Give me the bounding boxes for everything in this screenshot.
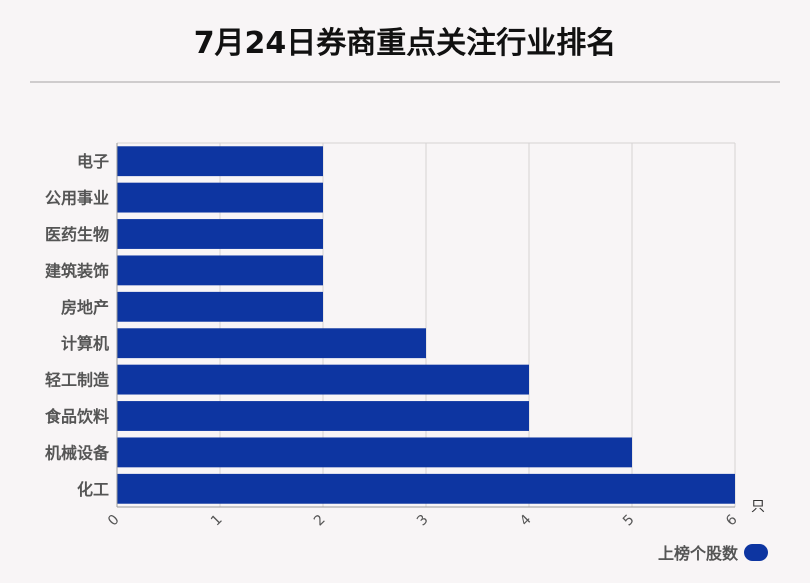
bar bbox=[117, 219, 323, 249]
category-label: 电子 bbox=[77, 152, 109, 171]
bar bbox=[117, 328, 426, 359]
x-tick-label: 4 bbox=[517, 512, 535, 530]
bar bbox=[117, 473, 735, 504]
x-tick-label: 6 bbox=[723, 512, 741, 530]
legend-label: 上榜个股数 bbox=[657, 544, 738, 563]
category-label: 房地产 bbox=[61, 298, 109, 317]
category-label: 轻工制造 bbox=[45, 371, 110, 390]
title-divider bbox=[30, 81, 780, 83]
legend: 上榜个股数 bbox=[658, 540, 768, 564]
category-label: 公用事业 bbox=[45, 189, 109, 208]
x-tick-label: 3 bbox=[414, 512, 432, 530]
chart-title: 7月24日券商重点关注行业排名 bbox=[193, 26, 617, 61]
x-tick-label: 5 bbox=[620, 512, 638, 530]
category-label: 机械设备 bbox=[45, 443, 110, 462]
bar bbox=[117, 291, 323, 322]
x-unit-label: 只 bbox=[751, 499, 765, 515]
category-label: 医药生物 bbox=[45, 225, 109, 244]
x-tick-label: 1 bbox=[208, 512, 226, 530]
bar bbox=[117, 364, 529, 395]
category-label: 食品饮料 bbox=[44, 407, 109, 426]
category-label: 化工 bbox=[77, 480, 109, 499]
bar bbox=[117, 401, 529, 431]
bar bbox=[117, 437, 632, 468]
x-tick-label: 0 bbox=[105, 512, 123, 530]
x-tick-label: 2 bbox=[311, 512, 329, 530]
bar bbox=[117, 146, 323, 177]
legend-swatch bbox=[744, 543, 768, 561]
category-label: 计算机 bbox=[61, 334, 109, 353]
bar bbox=[117, 182, 323, 213]
category-label: 建筑装饰 bbox=[45, 261, 109, 280]
bar bbox=[117, 255, 323, 286]
